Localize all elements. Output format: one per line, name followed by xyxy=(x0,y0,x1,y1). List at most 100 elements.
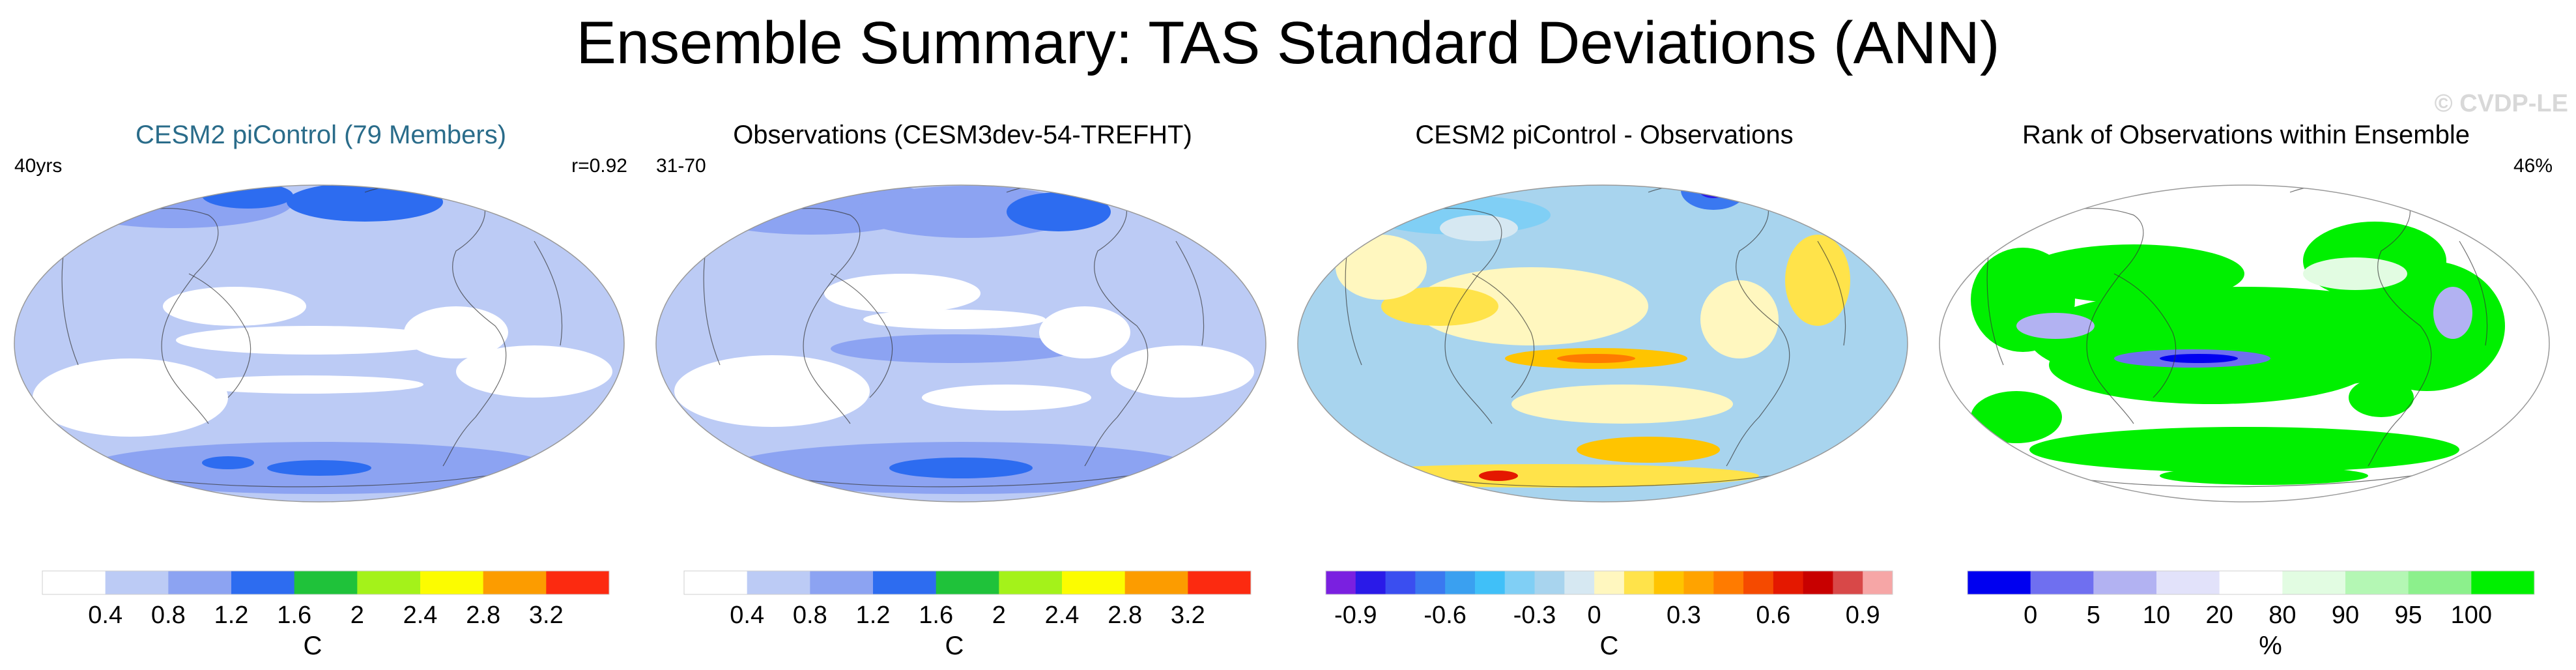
coastline xyxy=(2113,273,2177,398)
colorbar-tick-label: -0.9 xyxy=(1334,602,1377,629)
colorbar-segment xyxy=(2156,571,2220,594)
colorbar-segment xyxy=(1534,571,1565,594)
colorbar-difference: -0.9 -0.6 -0.3 0 0.3 0.6 0.9 C xyxy=(1325,570,1893,660)
panel-model-stddev: CESM2 piControl (79 Members) 40yrs r=0.9… xyxy=(0,111,642,670)
colorbar-tick-label: 0 xyxy=(2024,602,2037,629)
colorbar-unit-label: C xyxy=(1600,632,1619,660)
field-contour xyxy=(267,460,371,476)
colorbar-segment xyxy=(936,571,999,594)
field-contour xyxy=(456,345,612,398)
colorbar-segment xyxy=(105,571,169,594)
coastline xyxy=(2055,472,2434,488)
colorbar-frame xyxy=(42,570,610,595)
coastline xyxy=(188,273,251,398)
colorbar-tick-label: 1.6 xyxy=(919,602,953,629)
field-contour xyxy=(176,326,450,355)
colorbar-segment xyxy=(1863,571,1893,594)
field-contour xyxy=(2160,354,2238,363)
field-contour xyxy=(2433,287,2472,339)
colorbar-tick-label: 0.9 xyxy=(1846,602,1880,629)
field-contour xyxy=(831,334,1078,363)
colorbar-segment xyxy=(1624,571,1655,594)
colorbar-segment xyxy=(168,571,232,594)
colorbar-segment xyxy=(747,571,810,594)
colorbar-tick-label: 3.2 xyxy=(529,602,564,629)
field-contour xyxy=(1111,345,1254,398)
colorbar-unit-label: % xyxy=(2259,632,2282,660)
colorbar-tick-label: 0.8 xyxy=(793,602,827,629)
colorbar-segment xyxy=(2093,571,2157,594)
colorbar-obs-stddev: 0.4 0.8 1.2 1.6 2 2.4 2.8 3.2 C xyxy=(683,570,1252,660)
panel-rank: Rank of Observations within Ensemble 46%… xyxy=(1925,111,2567,670)
field-contour xyxy=(189,375,423,394)
colorbar-segment xyxy=(873,571,937,594)
colorbar-frame xyxy=(1325,570,1893,595)
colorbar-segment xyxy=(1445,571,1476,594)
coastline xyxy=(534,240,563,346)
colorbar-segment xyxy=(1713,571,1744,594)
field-contour xyxy=(1007,192,1111,231)
colorbar-segment xyxy=(231,571,295,594)
field-contour xyxy=(674,355,870,427)
colorbar-segment xyxy=(1504,571,1536,594)
map-obs-stddev xyxy=(655,184,1267,502)
field-contour xyxy=(2029,427,2459,473)
field-contour xyxy=(1557,354,1635,363)
field-contour xyxy=(1336,235,1427,300)
colorbar-segment xyxy=(1833,571,1863,594)
percent-label: 46% xyxy=(2513,155,2553,177)
colorbar-unit-label: C xyxy=(304,632,322,660)
field-contour xyxy=(1511,385,1733,424)
colorbar-tick-label: 20 xyxy=(2206,602,2233,629)
coastline xyxy=(1817,240,1846,346)
coastline xyxy=(130,472,509,488)
main-title: Ensemble Summary: TAS Standard Deviation… xyxy=(576,10,2000,76)
colorbar-tick-label: 0.4 xyxy=(88,602,122,629)
colorbar-tick-label: 2.8 xyxy=(1108,602,1142,629)
coastline xyxy=(1472,273,1535,398)
field-contour xyxy=(1785,235,1850,326)
field-contour xyxy=(287,185,443,222)
coastline xyxy=(1175,240,1205,346)
coastline xyxy=(830,273,893,398)
field-layer xyxy=(1298,185,1908,502)
map-boundary xyxy=(1297,184,1908,502)
field-contour xyxy=(2016,313,2095,339)
field-contour xyxy=(1971,391,2062,443)
colorbar-segment xyxy=(483,571,547,594)
colorbar-segment xyxy=(1326,571,1356,594)
colorbar-segment xyxy=(1564,571,1595,594)
colorbar-segment xyxy=(1124,571,1188,594)
field-contour xyxy=(1381,287,1498,326)
colorbar-tick-label: 95 xyxy=(2395,602,2422,629)
field-contour xyxy=(824,274,980,313)
colorbar-segment xyxy=(1062,571,1126,594)
field-contour xyxy=(889,458,1033,478)
field-contour xyxy=(202,456,254,469)
colorbar-tick-label: 2.4 xyxy=(403,602,438,629)
colorbar-segment xyxy=(2282,571,2346,594)
field-contour xyxy=(2023,244,2244,303)
field-contour xyxy=(922,385,1091,411)
colorbar-segment xyxy=(999,571,1063,594)
colorbar-segment xyxy=(1653,571,1684,594)
colorbar-tick-label: 90 xyxy=(2332,602,2359,629)
field-layer xyxy=(14,185,624,502)
colorbar-tick-label: 2.4 xyxy=(1045,602,1080,629)
colorbar-tick-label: 0.3 xyxy=(1667,602,1701,629)
field-contour xyxy=(1479,471,1518,481)
coastline xyxy=(2459,240,2488,346)
coastline xyxy=(91,207,219,424)
period-label: 40yrs xyxy=(14,155,63,177)
colorbar-tick-label: 0 xyxy=(1588,602,1601,629)
colorbar-segment xyxy=(1594,571,1625,594)
colorbar-frame xyxy=(1967,570,2535,595)
field-contour xyxy=(1039,306,1130,358)
colorbar-segment xyxy=(684,571,748,594)
colorbar-segment xyxy=(1773,571,1804,594)
colorbar-segment xyxy=(294,571,358,594)
colorbar-frame xyxy=(683,570,1252,595)
colorbar-segment xyxy=(1385,571,1416,594)
map-rank xyxy=(1939,184,2550,502)
panel-obs-stddev: Observations (CESM3dev-54-TREFHT) 31-70 … xyxy=(642,111,1283,670)
